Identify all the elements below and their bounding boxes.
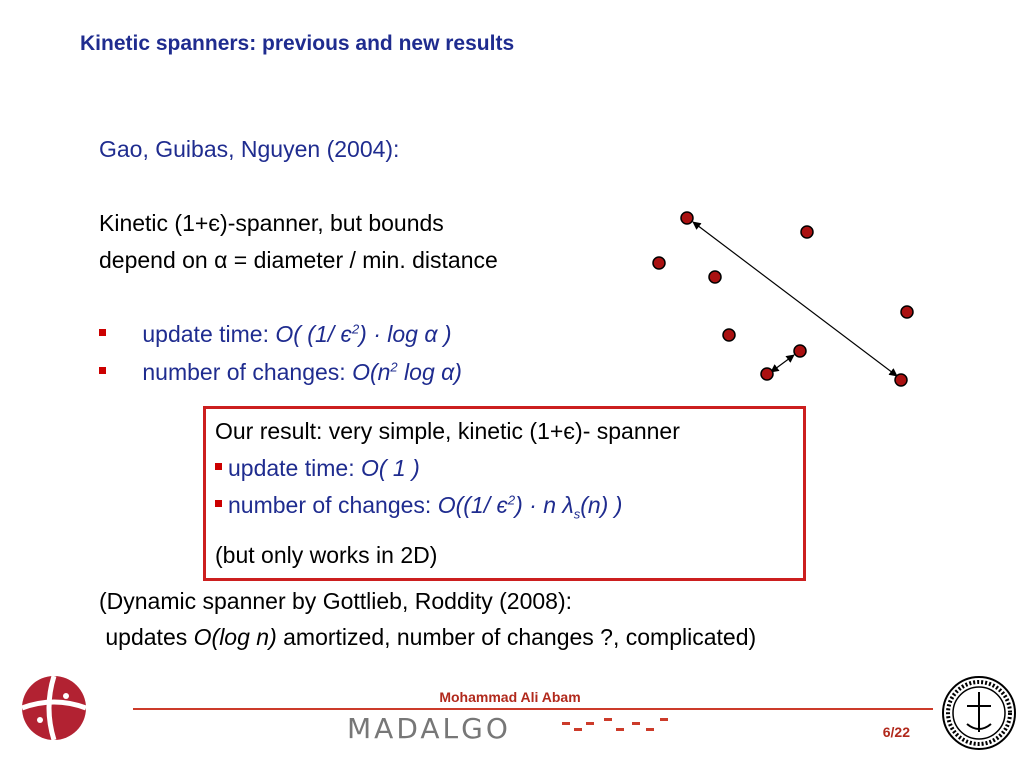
point [800, 225, 814, 239]
result-bullet-number-of-changes: number of changes: O((1/ є2) · n λs(n) ) [215, 492, 623, 522]
description-line-2: depend on α = diameter / min. distance [99, 247, 498, 273]
result-note: (but only works in 2D) [215, 542, 438, 568]
bullet-square-icon [215, 463, 222, 471]
formula-part: O(n [352, 359, 391, 385]
bullet-label: update time: [142, 321, 276, 347]
formula-superscript: 2 [351, 321, 360, 337]
bullet-square-icon [215, 500, 222, 508]
formula: O(log n) [193, 624, 277, 650]
formula-part: ) · log α ) [359, 321, 452, 347]
description-line-1: Kinetic (1+є)-spanner, but bounds [99, 210, 444, 236]
point [722, 328, 736, 342]
university-seal-icon [942, 676, 1016, 750]
bullet-label: update time: [228, 455, 361, 481]
point [652, 256, 666, 270]
bullet-label: number of changes: [228, 492, 438, 518]
text-part: amortized, number of changes ?, complica… [276, 624, 757, 650]
point [793, 344, 807, 358]
formula-part: log α) [397, 359, 462, 385]
bullet-square-icon [99, 367, 106, 375]
text-part: updates [99, 624, 194, 650]
formula-part: O( (1/ є [275, 321, 352, 347]
formula-superscript: 2 [390, 359, 398, 375]
footer-divider [133, 708, 933, 710]
point [708, 270, 722, 284]
bullet-update-time: update time: O( (1/ є2) · log α ) [99, 321, 452, 348]
formula-part: (n) ) [580, 492, 623, 518]
point-set-diagram [652, 211, 914, 387]
diameter-arrow [692, 221, 898, 377]
dynamic-line-2: updates O(log n) amortized, number of ch… [99, 624, 756, 651]
formula-part: ) · n λ [515, 492, 574, 518]
result-heading: Our result: very simple, kinetic (1+є)- … [215, 418, 680, 444]
bullet-number-of-changes: number of changes: O(n2 log α) [99, 359, 462, 386]
formula-superscript: 2 [507, 492, 516, 508]
university-logo-icon [21, 675, 87, 741]
madalgo-dash-logo-icon [562, 718, 668, 731]
result-bullet-update-time: update time: O( 1 ) [215, 455, 420, 482]
min-distance-arrow [770, 354, 795, 373]
presenter-name: Mohammad Ali Abam [439, 689, 581, 705]
citation-gao: Gao, Guibas, Nguyen (2004): [99, 136, 400, 162]
page-number: 6/22 [882, 724, 910, 740]
formula-part: O((1/ є [437, 492, 508, 518]
bullet-square-icon [99, 329, 106, 337]
point [680, 211, 694, 225]
result-box [203, 406, 806, 581]
formula: O( 1 ) [360, 455, 420, 481]
point [900, 305, 914, 319]
dynamic-line-1: (Dynamic spanner by Gottlieb, Roddity (2… [99, 588, 572, 614]
point [894, 373, 908, 387]
slide-title: Kinetic spanners: previous and new resul… [80, 32, 515, 55]
madalgo-wordmark: MADALGO [347, 712, 511, 745]
bullet-label: number of changes: [142, 359, 353, 385]
formula-subscript: s [573, 506, 581, 522]
point [760, 367, 774, 381]
